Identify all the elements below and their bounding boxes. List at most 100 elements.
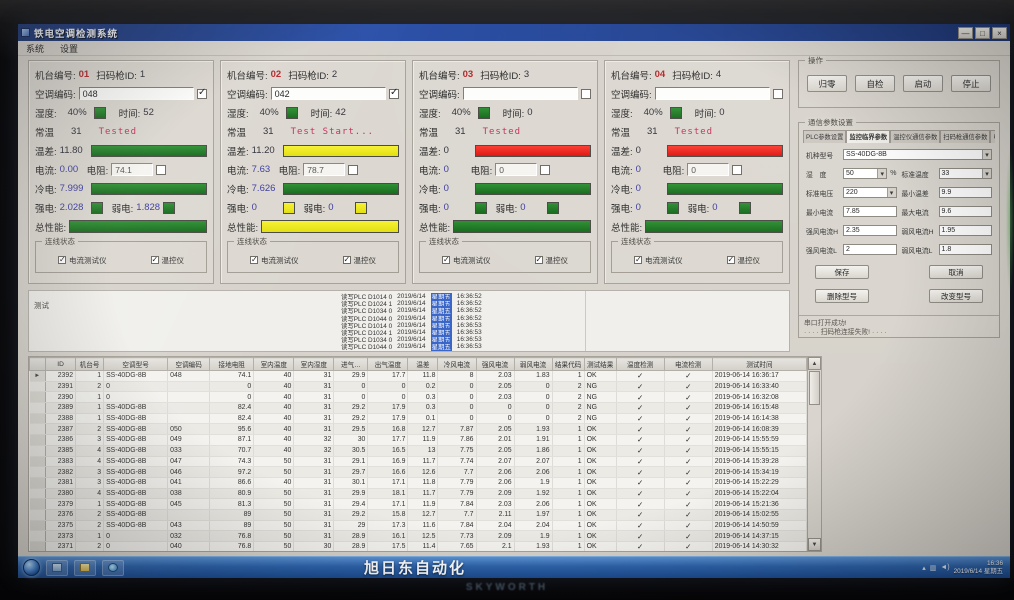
param-input[interactable]: 1.8: [938, 244, 992, 255]
table-row[interactable]: 2385 4 SS-40DG-8B 033 70.7 40 32 30.5 16.5 13 7.75…: [29, 445, 808, 457]
table-row[interactable]: 2387 2 SS-40DG-8B 050 95.6 40 31 29.5 16.8 12.7 7.…: [29, 423, 808, 436]
ac-code-checkbox[interactable]: [197, 87, 207, 99]
table-row[interactable]: 2373 1 0 032 76.8 50 31 28.9 16.1 12.5 7.73 2.09 1.9…: [29, 530, 808, 542]
log-line[interactable]: 读写PLC D1044 0 2019/6/14 星期五 16:36:52: [341, 313, 581, 323]
cancel-button[interactable]: 取消: [929, 265, 983, 279]
menu-system[interactable]: 系统: [26, 43, 45, 54]
strong-power-label: 强电:: [611, 203, 633, 215]
ac-code-input[interactable]: 048: [78, 87, 194, 100]
tab-4[interactable]: 扫码枪通信参数: [940, 130, 991, 143]
tab-1[interactable]: PLC参数设置: [803, 130, 847, 143]
taskbar-clock[interactable]: 16:36 2019/6/14 星期五: [954, 560, 1005, 575]
temp-controller-checkbox[interactable]: [726, 255, 735, 264]
table-row[interactable]: 2371 2 0 040 76.8 50 30 28.9 17.5 11.4 7.65 2.1 1.93…: [29, 541, 808, 551]
cell: 2387: [45, 423, 77, 436]
temp-controller-checkbox[interactable]: [150, 255, 159, 264]
plc-log-list[interactable]: 读写PLC D1014 0 2019/6/14 星期五 16:36:52 读写PLC D…: [341, 293, 581, 351]
temp-controller-checkbox[interactable]: [342, 255, 351, 264]
param-input[interactable]: 9.9: [938, 187, 992, 198]
ac-code-input[interactable]: [654, 87, 770, 100]
ac-code-input[interactable]: [462, 87, 578, 100]
current-tester-checkbox[interactable]: [58, 255, 66, 264]
tab-2[interactable]: 监控临界参数: [846, 130, 891, 143]
network-icon[interactable]: ▥: [929, 564, 937, 572]
taskbar-app-3[interactable]: [102, 559, 124, 576]
param-dropdown[interactable]: SS-40DG-8B: [843, 149, 992, 160]
table-row[interactable]: 2381 3 SS-40DG-8B 041 86.6 40 31 30.1 17.1 11.8 7.…: [29, 477, 808, 489]
taskbar-app-2[interactable]: [74, 559, 96, 576]
cell: 046: [167, 466, 211, 478]
comm-settings-group-label: 通信参数设置: [805, 117, 856, 128]
menu-settings[interactable]: 设置: [60, 43, 79, 54]
param-dropdown[interactable]: 220: [843, 187, 897, 198]
maximize-icon[interactable]: □: [975, 26, 990, 39]
op-button-4[interactable]: 停止: [951, 75, 991, 92]
delete-model-button[interactable]: 删除型号: [815, 289, 869, 303]
log-line[interactable]: 读写PLC D1024 1 2019/6/14 星期五 16:36:53: [341, 328, 581, 338]
table-scrollbar[interactable]: ▲ ▼: [807, 357, 821, 551]
connection-status-group-label: 连线状态: [234, 236, 270, 247]
log-section: 测试 读写PLC D1014 0 2019/6/14 星期五 16:36:52 读写PL…: [28, 290, 790, 352]
save-button[interactable]: 保存: [815, 265, 869, 279]
current-tester-checkbox[interactable]: [634, 255, 642, 264]
table-row[interactable]: 2380 4 SS-40DG-8B 038 80.9 50 31 29.9 18.1 11.7 7.…: [29, 488, 808, 500]
temp-controller-checkbox[interactable]: [534, 255, 543, 264]
scroll-up-icon[interactable]: ▲: [808, 357, 821, 370]
log-line[interactable]: 读写PLC D1034 0 2019/6/14 星期五 16:36:52: [341, 306, 581, 316]
table-row[interactable]: 2391 2 0 0 40 31 0 0 0.2 0 2.05 0 2 NG ✓ ✓ 2019-06-14 16…: [29, 381, 808, 393]
table-row[interactable]: 2388 1 SS-40DG-8B 82.4 40 31 29.2 17.9 0.1 0 0 0 2 NG…: [29, 413, 808, 425]
cell: ✓: [616, 456, 665, 468]
cell: 2.03: [476, 391, 515, 404]
log-line[interactable]: 读写PLC D1044 0 2019/6/14 星期五 16:36:53: [341, 342, 581, 351]
tab-3[interactable]: 温控仪通信参数: [890, 130, 941, 143]
log-line[interactable]: 读写PLC D1034 0 2019/6/14 星期五 16:36:53: [341, 335, 581, 345]
param-dropdown[interactable]: 33: [938, 168, 992, 179]
current-tester-checkbox[interactable]: [250, 255, 258, 264]
op-button-1[interactable]: 归零: [807, 75, 847, 92]
taskbar-app-1[interactable]: [46, 559, 68, 576]
param-input[interactable]: 7.85: [843, 206, 897, 217]
cell: 11.8: [407, 477, 439, 489]
volume-icon[interactable]: ◄): [940, 564, 950, 571]
ac-code-checkbox[interactable]: [389, 87, 399, 99]
param-input[interactable]: 9.6: [938, 206, 992, 217]
cell: 11.9: [407, 498, 439, 510]
ac-code-input[interactable]: 042: [270, 87, 386, 100]
op-button-2[interactable]: 自检: [855, 75, 895, 92]
scroll-down-icon[interactable]: ▼: [808, 538, 821, 551]
table-row[interactable]: 2376 2 SS-40DG-8B 89 50 31 29.2 15.8 12.7 7.7 2.11…: [29, 509, 808, 521]
resistance-checkbox[interactable]: [732, 164, 743, 175]
resistance-checkbox[interactable]: [348, 164, 359, 175]
change-model-button[interactable]: 改变型号: [929, 289, 983, 303]
table-row[interactable]: 2379 1 SS-40DG-8B 045 81.3 50 31 29.4 17.1 11.9 7.…: [29, 498, 808, 510]
table-row[interactable]: ► 2392 1 SS-40DG-8B 048 74.1 40 31 29.9 17.7 11.8 8…: [29, 370, 808, 382]
start-button[interactable]: [23, 559, 40, 576]
table-row[interactable]: 2375 2 SS-40DG-8B 043 89 50 31 29 17.3 11.6 7.84 2.…: [29, 520, 808, 532]
cell: 40: [253, 477, 295, 489]
ac-code-checkbox[interactable]: [581, 88, 591, 99]
ac-code-checkbox[interactable]: [773, 88, 783, 99]
minimize-icon[interactable]: —: [958, 26, 973, 39]
op-button-3[interactable]: 启动: [903, 75, 943, 92]
resistance-checkbox[interactable]: [540, 164, 551, 175]
param-input[interactable]: 1.95: [938, 225, 992, 236]
column-header: 出气温度: [367, 357, 409, 371]
log-line[interactable]: 读写PLC D1014 0 2019/6/14 星期五 16:36:53: [341, 320, 581, 330]
table-row[interactable]: 2389 1 SS-40DG-8B 82.4 40 31 29.2 17.9 0.3 0 0 0 2 NG…: [29, 402, 808, 414]
table-row[interactable]: 2386 3 SS-40DG-8B 049 87.1 40 32 30 17.7 11.9 7.86…: [29, 434, 808, 446]
param-input[interactable]: 2.35: [843, 225, 897, 236]
param-input[interactable]: 2: [843, 244, 897, 255]
current-tester-checkbox[interactable]: [442, 255, 450, 264]
tray-hidden-icons-icon[interactable]: ▴: [922, 564, 926, 572]
log-line[interactable]: 读写PLC D1024 1 2019/6/14 星期五 16:36:52: [341, 299, 581, 309]
close-icon[interactable]: ×: [992, 26, 1007, 39]
resistance-checkbox[interactable]: [156, 164, 167, 175]
table-row[interactable]: 2383 4 SS-40DG-8B 047 74.3 50 31 29.1 16.9 11.7 7.…: [29, 456, 808, 468]
table-row[interactable]: 2382 3 SS-40DG-8B 046 97.2 50 31 29.7 16.6 12.6 7.…: [29, 466, 808, 478]
param-dropdown[interactable]: 50: [843, 168, 888, 179]
tab-5[interactable]: 电流测试仪: [990, 130, 995, 143]
scrollbar-thumb[interactable]: [809, 371, 820, 405]
log-line[interactable]: 读写PLC D1014 0 2019/6/14 星期五 16:36:52: [341, 293, 581, 302]
table-row[interactable]: 2390 1 0 0 40 31 0 0 0.3 0 2.03 0 2 NG ✓ ✓ 2019-06-14 16…: [29, 391, 808, 404]
test-status-text: Tested: [674, 126, 714, 137]
